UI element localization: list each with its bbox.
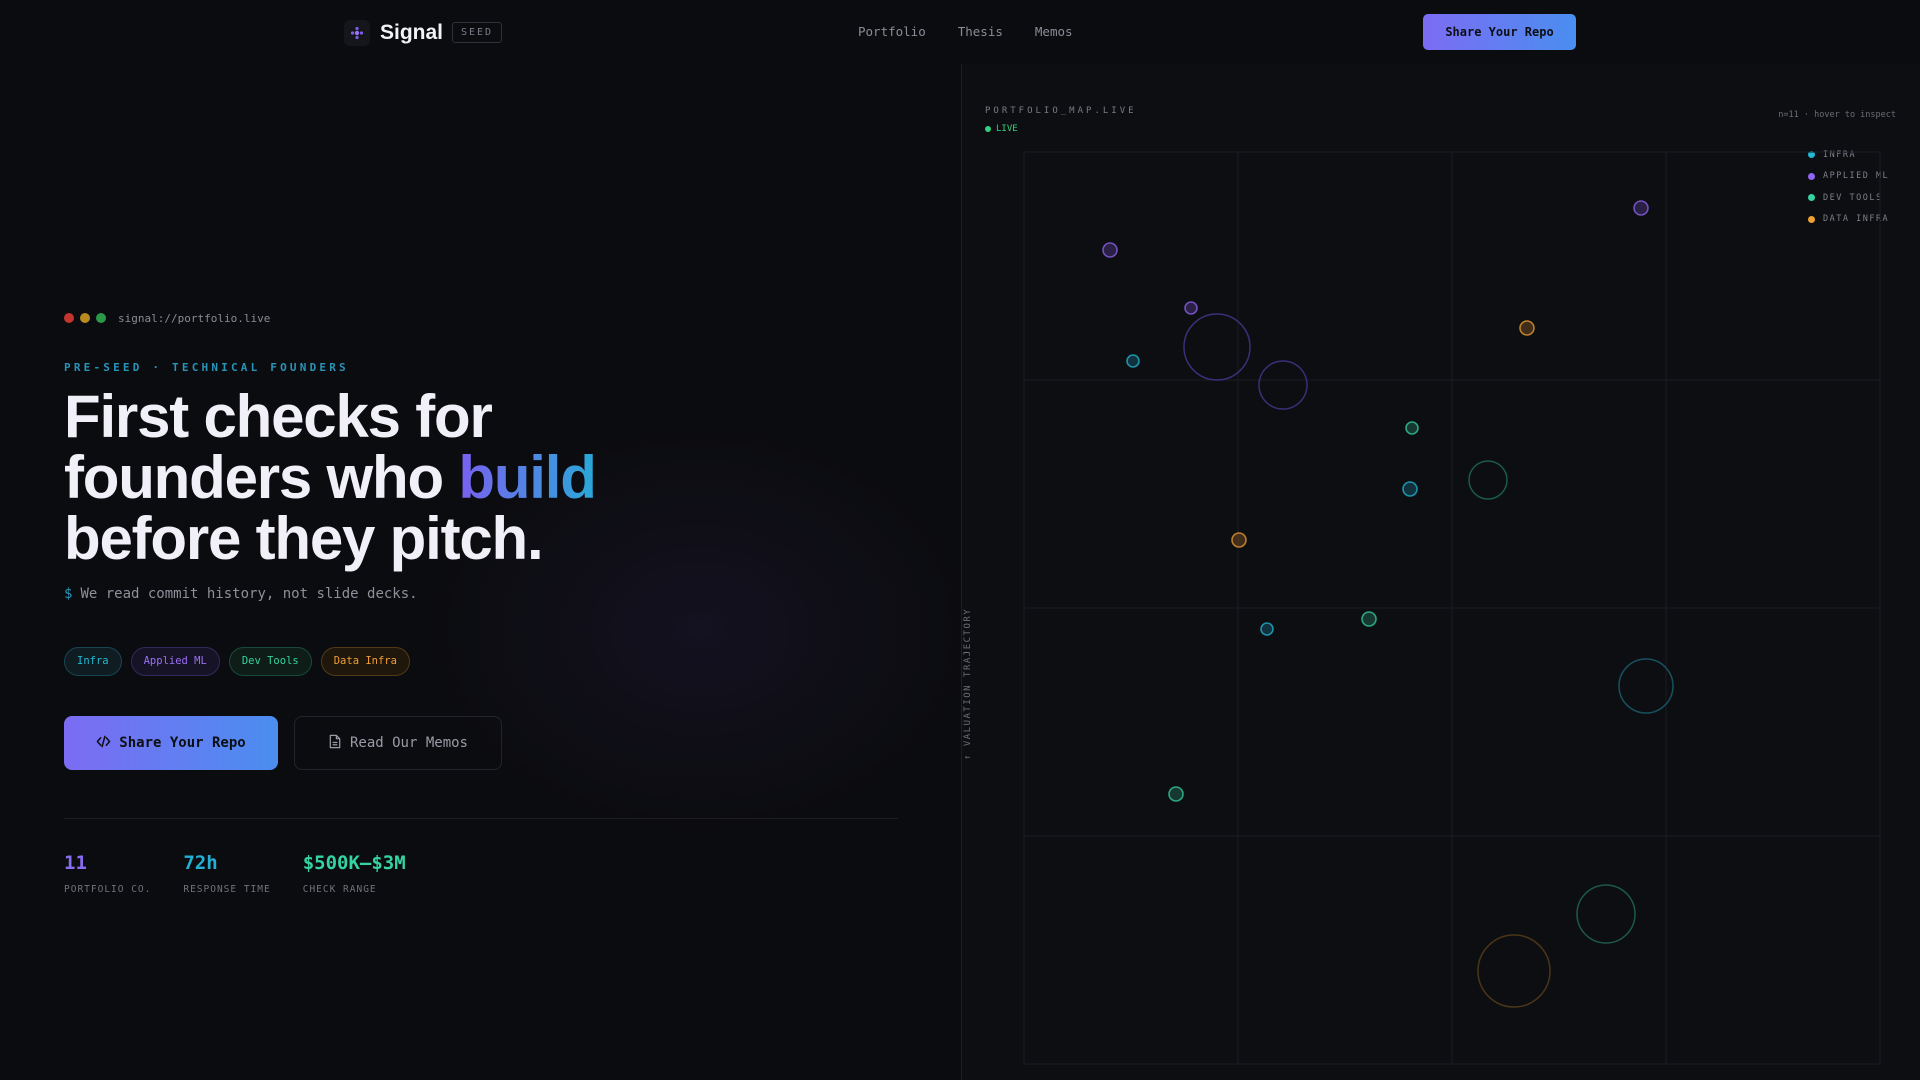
nav-link-thesis[interactable]: Thesis — [957, 24, 1003, 39]
live-dot-icon — [985, 126, 991, 132]
company-node-dev-tools[interactable] — [1361, 611, 1377, 627]
legend-item-applied-ml: APPLIED ML — [1808, 166, 1889, 188]
headline-accent: build — [458, 444, 596, 511]
node-halo — [1258, 360, 1308, 410]
company-node-applied-ml[interactable] — [1633, 200, 1649, 216]
legend-item-dev-tools: DEV TOOLS — [1808, 187, 1889, 209]
stat-value: 11 — [64, 852, 87, 874]
nav-share-repo-button[interactable]: Share Your Repo — [1423, 14, 1576, 50]
stat-value: 72h — [183, 852, 218, 874]
map-hint: n=11 · hover to inspect — [1778, 110, 1896, 120]
node-halo — [1468, 460, 1508, 500]
live-label: LIVE — [996, 124, 1018, 134]
headline-line-2: founders who — [64, 444, 459, 511]
legend-dot-icon — [1808, 172, 1815, 180]
terminal-url: signal://portfolio.live — [118, 312, 271, 325]
legend-dot-icon — [1808, 215, 1815, 223]
company-node-infra[interactable] — [1260, 622, 1274, 636]
company-node-applied-ml[interactable] — [1102, 242, 1118, 258]
node-halo — [1576, 884, 1636, 944]
terminal-dots — [64, 313, 106, 323]
read-memos-button[interactable]: Read Our Memos — [294, 716, 502, 770]
hero-headline: First checks for founders who build befo… — [64, 386, 804, 569]
portfolio-map-panel — [961, 64, 1920, 1080]
legend-dot-icon — [1808, 151, 1815, 159]
legend-dot-icon — [1808, 194, 1815, 202]
stat-value: $500K–$3M — [302, 852, 406, 874]
tag-data-infra[interactable]: Data Infra — [320, 647, 410, 676]
map-legend: INFRA APPLIED ML DEV TOOLS DATA INFRA — [1808, 144, 1889, 230]
company-node-infra[interactable] — [1402, 481, 1418, 497]
subline-text: We read commit history, not slide decks. — [80, 586, 418, 602]
legend-label: INFRA — [1823, 149, 1857, 160]
company-node-applied-ml[interactable] — [1184, 301, 1198, 315]
green-dot-icon — [96, 313, 106, 323]
legend-label: DATA INFRA — [1823, 214, 1890, 225]
legend-label: DEV TOOLS — [1823, 192, 1883, 203]
stats-divider — [64, 818, 898, 819]
code-icon — [96, 734, 111, 753]
focus-tags: Infra Applied ML Dev Tools Data Infra — [64, 647, 410, 676]
document-icon — [328, 734, 342, 753]
yellow-dot-icon — [80, 313, 90, 323]
stat-response-time: 72h RESPONSE TIME — [183, 852, 270, 895]
seed-badge: SEED — [452, 22, 503, 43]
tag-applied-ml[interactable]: Applied ML — [130, 647, 220, 676]
company-node-infra[interactable] — [1126, 354, 1140, 368]
red-dot-icon — [64, 313, 74, 323]
stat-label: RESPONSE TIME — [183, 884, 271, 895]
brand-name[interactable]: Signal — [380, 21, 444, 44]
share-repo-button[interactable]: Share Your Repo — [64, 716, 278, 770]
company-node-data-infra[interactable] — [1231, 532, 1247, 548]
share-repo-label: Share Your Repo — [119, 735, 246, 751]
node-halo — [1618, 658, 1674, 714]
stat-check-range: $500K–$3M CHECK RANGE — [303, 852, 406, 895]
legend-item-data-infra: DATA INFRA — [1808, 209, 1889, 231]
headline-line-3: before they pitch. — [64, 505, 544, 572]
company-node-dev-tools[interactable] — [1405, 421, 1419, 435]
stat-portfolio: 11 PORTFOLIO CO. — [64, 852, 151, 895]
live-indicator: LIVE — [985, 124, 1018, 134]
stat-label: PORTFOLIO CO. — [64, 884, 152, 895]
logo-icon[interactable] — [344, 20, 370, 46]
legend-item-infra: INFRA — [1808, 144, 1889, 166]
nav-link-memos[interactable]: Memos — [1034, 24, 1073, 39]
map-title: PORTFOLIO_MAP.LIVE — [985, 106, 1137, 116]
read-memos-label: Read Our Memos — [349, 735, 468, 751]
tag-dev-tools[interactable]: Dev Tools — [228, 647, 312, 676]
top-nav: Signal SEED Portfolio Thesis Memos Share… — [0, 0, 1920, 64]
hero-subline: $ We read commit history, not slide decks… — [64, 586, 418, 602]
nav-links: Portfolio Thesis Memos — [858, 24, 1073, 39]
tag-infra[interactable]: Infra — [64, 647, 122, 676]
node-halo — [1477, 934, 1551, 1008]
company-node-data-infra[interactable] — [1519, 320, 1535, 336]
nav-link-portfolio[interactable]: Portfolio — [858, 24, 926, 39]
company-nodes — [1102, 200, 1674, 1008]
eyebrow-text: PRE-SEED · TECHNICAL FOUNDERS — [64, 361, 349, 374]
node-halo — [1183, 313, 1251, 381]
prompt-symbol: $ — [64, 586, 73, 602]
map-grid — [1023, 151, 1881, 1065]
stat-label: CHECK RANGE — [302, 884, 377, 895]
stats-row: 11 PORTFOLIO CO. 72h RESPONSE TIME $500K… — [64, 852, 406, 895]
headline-line-1: First checks for — [64, 383, 493, 450]
company-node-dev-tools[interactable] — [1168, 786, 1184, 802]
legend-label: APPLIED ML — [1823, 171, 1890, 182]
